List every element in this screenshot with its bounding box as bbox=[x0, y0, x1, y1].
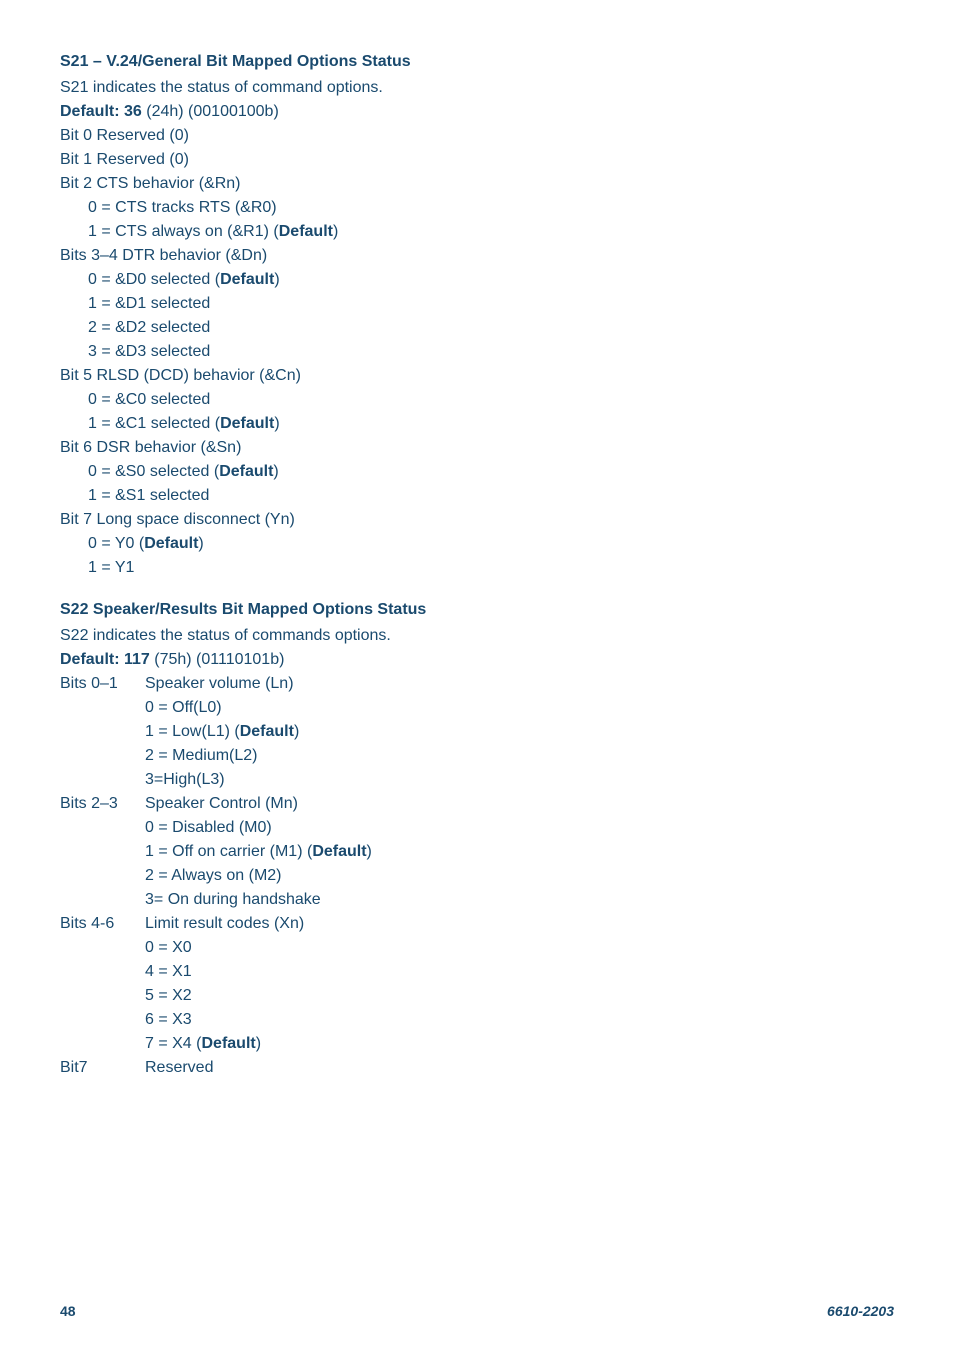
doc-number: 6610-2203 bbox=[827, 1301, 894, 1322]
page-number: 48 bbox=[60, 1301, 76, 1322]
s21-bit7-sub1: 1 = Y1 bbox=[60, 556, 894, 580]
s22-bit7-row: Bit7 Reserved bbox=[60, 1056, 894, 1080]
s22-bits01-sub3: 3=High(L3) bbox=[60, 768, 894, 792]
s22-bit7-desc: Reserved bbox=[145, 1056, 213, 1080]
s21-bit6-sub0: 0 = &S0 selected (Default) bbox=[60, 460, 894, 484]
s22-bit7-label: Bit7 bbox=[60, 1056, 145, 1080]
s21-description: S21 indicates the status of command opti… bbox=[60, 76, 894, 100]
s22-bits46-sub1: 4 = X1 bbox=[60, 960, 894, 984]
s22-bits01-sub2: 2 = Medium(L2) bbox=[60, 744, 894, 768]
s21-bit1: Bit 1 Reserved (0) bbox=[60, 148, 894, 172]
s21-default-label: Default: 36 bbox=[60, 103, 142, 120]
s22-bits46-label: Bits 4-6 bbox=[60, 912, 145, 936]
s21-bit6-sub1: 1 = &S1 selected bbox=[60, 484, 894, 508]
s21-bit5-sub0: 0 = &C0 selected bbox=[60, 388, 894, 412]
s22-bits01-row: Bits 0–1 Speaker volume (Ln) bbox=[60, 672, 894, 696]
s21-bits34-sub3: 3 = &D3 selected bbox=[60, 340, 894, 364]
s21-bit5-sub1: 1 = &C1 selected (Default) bbox=[60, 412, 894, 436]
s21-bit2-sub1: 1 = CTS always on (&R1) (Default) bbox=[60, 220, 894, 244]
s22-heading: S22 Speaker/Results Bit Mapped Options S… bbox=[60, 598, 894, 622]
s21-bit7-sub0: 0 = Y0 (Default) bbox=[60, 532, 894, 556]
s22-bits46-desc: Limit result codes (Xn) bbox=[145, 912, 304, 936]
s21-bit0: Bit 0 Reserved (0) bbox=[60, 124, 894, 148]
s22-bits23-sub1: 1 = Off on carrier (M1) (Default) bbox=[60, 840, 894, 864]
s21-heading: S21 – V.24/General Bit Mapped Options St… bbox=[60, 50, 894, 74]
s22-bits46-sub2: 5 = X2 bbox=[60, 984, 894, 1008]
s22-bits23-desc: Speaker Control (Mn) bbox=[145, 792, 298, 816]
s22-bits46-sub4: 7 = X4 (Default) bbox=[60, 1032, 894, 1056]
page-footer: 48 6610-2203 bbox=[60, 1301, 894, 1322]
s22-bits23-row: Bits 2–3 Speaker Control (Mn) bbox=[60, 792, 894, 816]
s21-bits34-sub2: 2 = &D2 selected bbox=[60, 316, 894, 340]
s22-bits23-label: Bits 2–3 bbox=[60, 792, 145, 816]
s21-bit2-heading: Bit 2 CTS behavior (&Rn) bbox=[60, 172, 894, 196]
s22-bits46-sub0: 0 = X0 bbox=[60, 936, 894, 960]
s21-bits34-heading: Bits 3–4 DTR behavior (&Dn) bbox=[60, 244, 894, 268]
s21-bit6-heading: Bit 6 DSR behavior (&Sn) bbox=[60, 436, 894, 460]
s22-bits01-sub0: 0 = Off(L0) bbox=[60, 696, 894, 720]
s22-description: S22 indicates the status of commands opt… bbox=[60, 624, 894, 648]
s22-bits23-sub0: 0 = Disabled (M0) bbox=[60, 816, 894, 840]
s22-default: Default: 117 (75h) (01110101b) bbox=[60, 648, 894, 672]
s21-bit7-heading: Bit 7 Long space disconnect (Yn) bbox=[60, 508, 894, 532]
s21-bit5-heading: Bit 5 RLSD (DCD) behavior (&Cn) bbox=[60, 364, 894, 388]
s22-bits46-row: Bits 4-6 Limit result codes (Xn) bbox=[60, 912, 894, 936]
s21-bits34-sub1: 1 = &D1 selected bbox=[60, 292, 894, 316]
s22-bits01-desc: Speaker volume (Ln) bbox=[145, 672, 294, 696]
s22-bits01-sub1: 1 = Low(L1) (Default) bbox=[60, 720, 894, 744]
s22-default-rest: (75h) (01110101b) bbox=[150, 651, 285, 668]
s22-bits23-sub3: 3= On during handshake bbox=[60, 888, 894, 912]
s21-bit2-sub0: 0 = CTS tracks RTS (&R0) bbox=[60, 196, 894, 220]
s21-default-rest: (24h) (00100100b) bbox=[142, 103, 279, 120]
s22-bits01-label: Bits 0–1 bbox=[60, 672, 145, 696]
s22-bits46-sub3: 6 = X3 bbox=[60, 1008, 894, 1032]
s21-default: Default: 36 (24h) (00100100b) bbox=[60, 100, 894, 124]
s22-bits23-sub2: 2 = Always on (M2) bbox=[60, 864, 894, 888]
s22-default-label: Default: 117 bbox=[60, 651, 150, 668]
s21-bits34-sub0: 0 = &D0 selected (Default) bbox=[60, 268, 894, 292]
